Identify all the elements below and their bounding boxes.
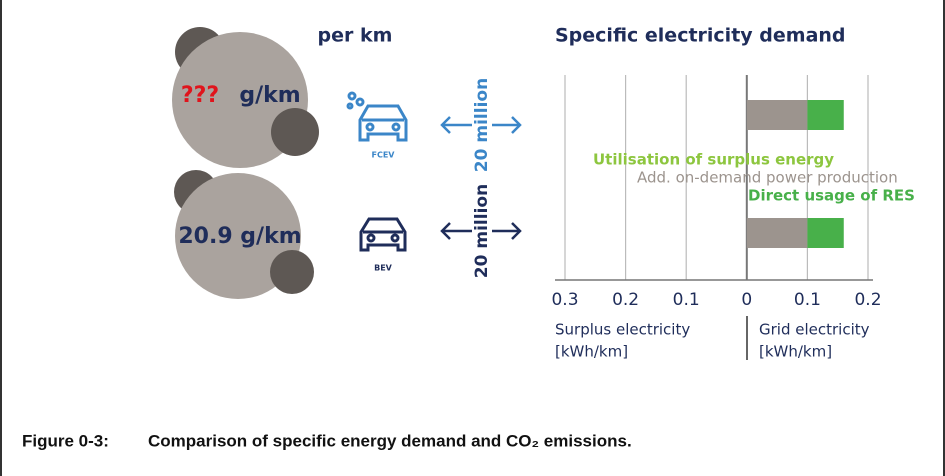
x-tick-label: 0 — [741, 290, 752, 310]
category-label: BEV — [374, 264, 393, 273]
bev-icon — [359, 217, 407, 252]
x-axis-title: Surplus electricity — [555, 321, 690, 339]
emission-unit: g/km — [239, 83, 300, 108]
fcev-icon — [346, 91, 408, 142]
x-axis-title: Grid electricity — [759, 321, 870, 339]
fleet-size: 20 million — [472, 78, 492, 172]
emission-value: ??? — [181, 83, 219, 108]
legend-entry: Utilisation of surplus energy — [593, 151, 834, 169]
x-axis-title: [kWh/km] — [759, 343, 832, 361]
bubbles — [172, 27, 319, 299]
x-axis-title: [kWh/km] — [555, 343, 628, 361]
fleet-size: 20 million — [472, 184, 492, 278]
x-tick-label: 0.2 — [612, 290, 639, 310]
chart-title: Specific electricity demand — [555, 25, 846, 47]
category-label: FCEV — [372, 151, 396, 160]
bar-segment — [807, 100, 844, 130]
chart: 0.3 0.2 0.1 0 0.1 0.2 FCEV BEV Utilisation of su… — [372, 75, 915, 310]
caption-text: Comparison of specific energy demand and… — [148, 431, 632, 450]
x-tick-label: 0.2 — [854, 290, 881, 310]
x-tick-label: 0.1 — [794, 290, 821, 310]
arrows — [440, 116, 522, 240]
x-tick-label: 0.3 — [551, 290, 578, 310]
bar-segment — [807, 218, 844, 248]
emission-value: 20.9 g/km — [178, 224, 301, 249]
left-heading: per km — [318, 25, 393, 47]
legend-entry: Direct usage of RES — [748, 187, 915, 205]
bar-segment — [746, 218, 808, 248]
bar-segment — [746, 100, 808, 130]
caption-number: Figure 0-3: — [22, 431, 109, 450]
legend-entry: Add. on-demand power production — [637, 169, 898, 187]
x-tick-label: 0.1 — [673, 290, 700, 310]
